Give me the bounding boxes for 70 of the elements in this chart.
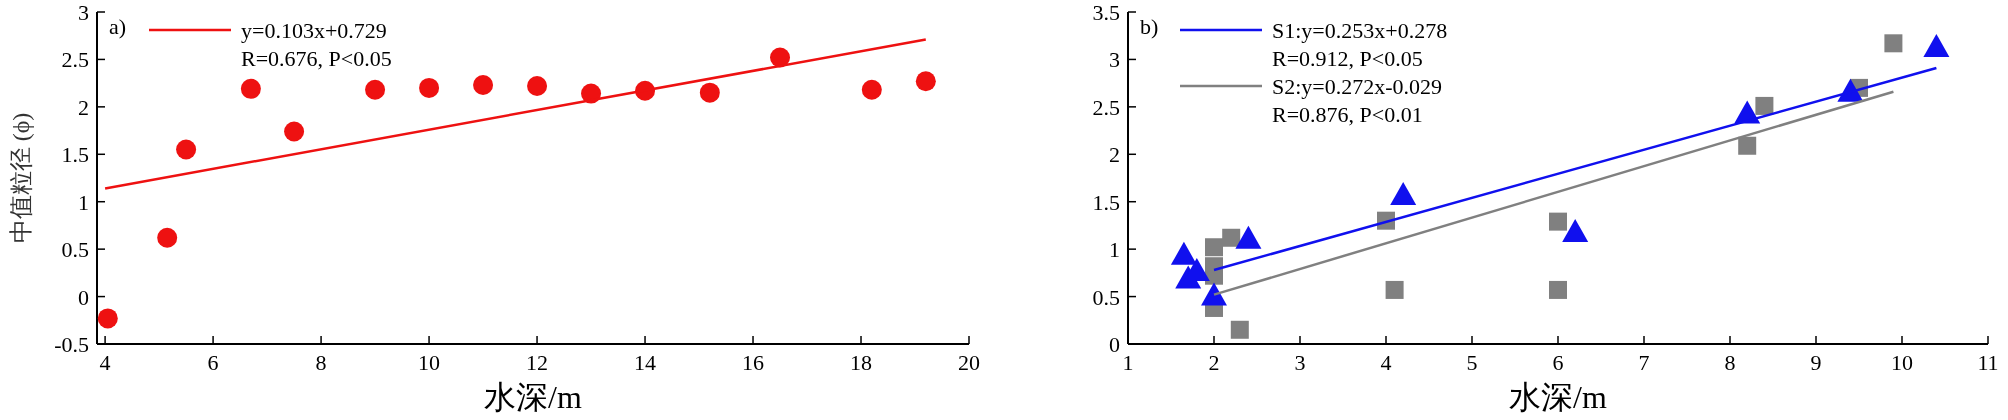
y-tick-label: 1 — [1109, 237, 1120, 263]
point — [1205, 238, 1223, 257]
y-tick-label: 3 — [78, 0, 89, 25]
x-tick-label: 18 — [850, 350, 873, 375]
annotation: R=0.676, P<0.05 — [241, 46, 392, 71]
y-tick-label: 2 — [78, 94, 89, 120]
point — [97, 308, 118, 329]
point — [861, 79, 882, 100]
x-tick-label: 8 — [1724, 350, 1736, 375]
chart-title: b) — [1140, 14, 1159, 39]
point — [1923, 34, 1950, 58]
x-tick-label: 8 — [315, 350, 327, 375]
y-tick-label: 1.5 — [61, 142, 89, 168]
x-tick-label: 10 — [418, 350, 441, 375]
point — [1884, 34, 1903, 53]
y-tick-label: 0.5 — [61, 237, 89, 263]
point — [240, 78, 261, 99]
point — [473, 75, 494, 96]
point — [1549, 212, 1567, 231]
point — [157, 227, 178, 248]
x-tick-label: 4 — [1380, 350, 1392, 375]
x-tick-label: 12 — [526, 350, 549, 375]
y-tick-label: 0 — [78, 284, 89, 310]
chart-title: a) — [109, 14, 127, 39]
y-tick-label: 1 — [78, 189, 89, 215]
x-tick-label: 11 — [1977, 350, 1999, 375]
point — [1738, 136, 1757, 155]
y-axis-title: 中值粒径 (ϕ) — [8, 112, 34, 244]
point — [419, 77, 440, 98]
y-tick-label: 0.5 — [1092, 284, 1120, 310]
x-tick-label: 14 — [634, 350, 657, 375]
x-axis-title: 水深/m — [484, 379, 582, 415]
x-tick-label: 16 — [742, 350, 765, 375]
y-tick-label: 2.5 — [1092, 94, 1120, 120]
y-tick-label: 2 — [1109, 142, 1120, 168]
point — [1230, 320, 1249, 339]
annotation: R=0.912, P<0.05 — [1272, 46, 1423, 71]
point — [527, 75, 548, 96]
x-tick-label: 5 — [1466, 350, 1478, 375]
x-tick-label: 10 — [1891, 350, 1913, 375]
x-tick-label: 6 — [1552, 350, 1564, 375]
y-tick-label: -0.5 — [54, 332, 89, 357]
x-tick-label: 6 — [207, 350, 219, 375]
x-tick-label: 2 — [1208, 350, 1220, 375]
y-tick-label: 3.5 — [1092, 0, 1120, 25]
x-tick-label: 7 — [1638, 350, 1650, 375]
x-axis-title: 水深/m — [1509, 379, 1607, 415]
legend-label: y=0.103x+0.729 — [241, 18, 387, 43]
point — [915, 71, 936, 92]
annotation: R=0.876, P<0.01 — [1272, 102, 1423, 127]
legend-label: S1:y=0.253x+0.278 — [1272, 18, 1448, 43]
x-tick-label: 9 — [1810, 350, 1822, 375]
y-tick-label: 1.5 — [1092, 189, 1120, 215]
y-tick-label: 2.5 — [61, 47, 89, 73]
point — [1390, 182, 1417, 206]
point — [176, 139, 197, 160]
y-tick-label: 3 — [1109, 47, 1120, 73]
point — [284, 121, 305, 142]
x-tick-label: 4 — [99, 350, 111, 375]
x-tick-label: 3 — [1294, 350, 1306, 375]
point — [365, 79, 386, 100]
point — [1222, 228, 1241, 247]
legend-label: S2:y=0.272x-0.029 — [1272, 74, 1443, 99]
point — [1562, 219, 1589, 243]
point — [1755, 96, 1774, 115]
point — [1549, 280, 1567, 299]
point — [1385, 280, 1404, 299]
y-tick-label: 0 — [1109, 332, 1120, 357]
x-tick-label: 20 — [958, 350, 980, 375]
point — [699, 82, 720, 103]
